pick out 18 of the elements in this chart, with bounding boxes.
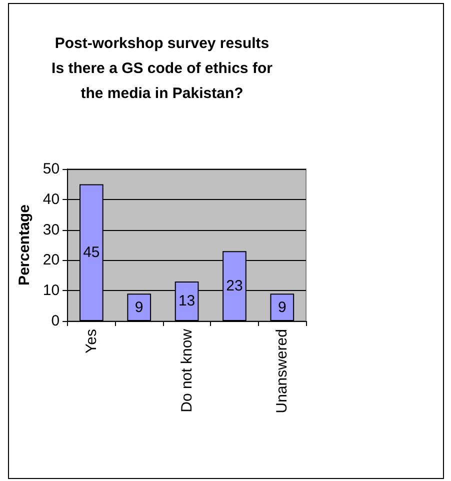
y-tick-label: 30 (42, 221, 60, 238)
y-axis-title: Percentage (16, 204, 33, 286)
bar (127, 294, 152, 321)
data-label: 13 (178, 292, 196, 310)
y-tick-label: 40 (42, 190, 60, 208)
y-tick-label: 0 (51, 312, 60, 330)
x-tick-label: Unanswered (274, 329, 291, 414)
data-label: 9 (134, 298, 144, 316)
bar (270, 294, 294, 321)
data-label: 23 (226, 278, 243, 295)
x-tick-label: Do not know (178, 328, 196, 412)
x-tick-label: Yes (82, 329, 100, 354)
y-tick-label: 50 (42, 160, 60, 178)
chart-title: Post-workshop survey results Is there a GS code of ethics for the media in Pakistan? (52, 35, 273, 102)
y-tick-label: 10 (42, 282, 60, 300)
y-tick-label: 20 (42, 252, 60, 269)
data-label: 45 (83, 244, 100, 262)
data-label: 9 (278, 298, 286, 316)
